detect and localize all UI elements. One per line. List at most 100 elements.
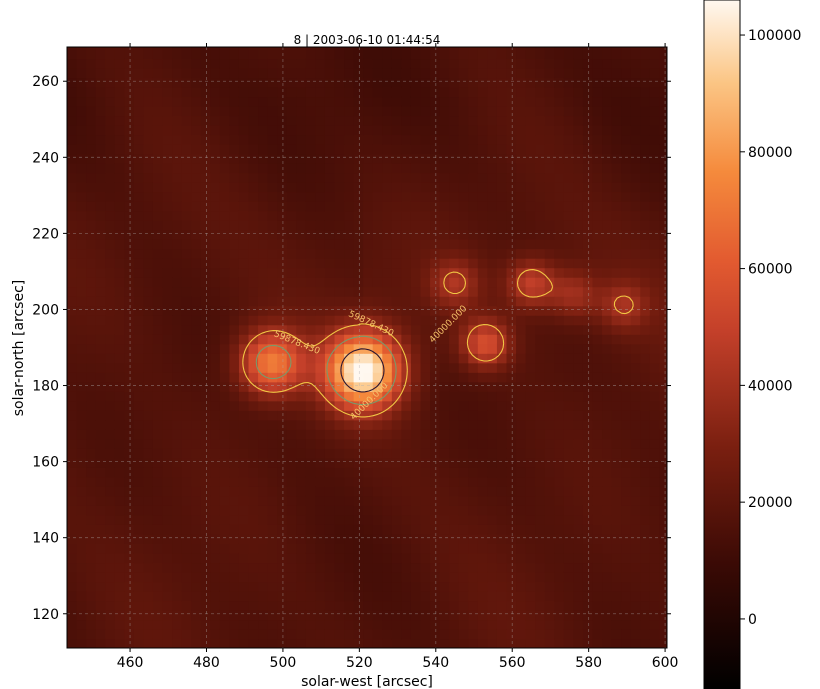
heatmap-cell <box>563 86 574 98</box>
heatmap-cell <box>621 324 632 335</box>
heatmap-cell <box>573 182 584 193</box>
heatmap-cell <box>229 105 240 117</box>
heatmap-cell <box>296 448 307 459</box>
heatmap-cell <box>582 438 594 449</box>
heatmap-cell <box>496 590 508 602</box>
heatmap-cell <box>267 419 278 430</box>
heatmap-cell <box>621 191 632 202</box>
heatmap-cell <box>391 334 402 345</box>
heatmap-cell <box>372 134 383 145</box>
heatmap-cell <box>200 96 211 107</box>
heatmap-cell <box>229 115 240 126</box>
heatmap-cell <box>229 495 240 506</box>
heatmap-cell <box>67 47 78 50</box>
heatmap-cell <box>286 220 297 231</box>
heatmap-cell <box>410 153 422 164</box>
heatmap-cell <box>372 514 383 525</box>
heatmap-cell <box>535 248 546 259</box>
heatmap-cell <box>449 239 460 250</box>
heatmap-cell <box>95 457 106 468</box>
heatmap-cell <box>86 391 97 402</box>
heatmap-cell <box>382 124 393 136</box>
heatmap-cell <box>535 229 546 240</box>
heatmap-cell <box>344 391 355 402</box>
heatmap-cell <box>496 581 508 592</box>
heatmap-cell <box>296 334 307 345</box>
heatmap-cell <box>200 495 211 506</box>
plot-frame <box>66 46 668 649</box>
heatmap-cell <box>114 562 125 573</box>
heatmap-cell <box>133 77 145 88</box>
heatmap-cell <box>525 476 536 487</box>
heatmap-cell <box>372 210 383 221</box>
heatmap-cell <box>602 410 613 421</box>
heatmap-cell <box>372 486 383 497</box>
heatmap-cell <box>86 77 97 88</box>
heatmap-cell <box>420 505 431 516</box>
heatmap-cell <box>430 47 441 50</box>
heatmap-cell <box>114 115 125 126</box>
heatmap-cell <box>611 638 622 648</box>
heatmap-cell <box>210 514 221 525</box>
heatmap-cell <box>172 448 183 459</box>
heatmap-cell <box>191 191 202 202</box>
heatmap-cell <box>649 429 660 440</box>
heatmap-cell <box>143 457 154 468</box>
heatmap-cell <box>391 429 402 440</box>
heatmap-cell <box>133 619 145 630</box>
heatmap-cell <box>420 229 431 240</box>
heatmap-cell <box>267 277 278 288</box>
heatmap-cell <box>124 476 135 487</box>
heatmap-cell <box>487 495 498 506</box>
heatmap-cell <box>114 552 125 564</box>
heatmap-cell <box>315 124 326 136</box>
heatmap-cell <box>554 201 565 212</box>
heatmap-cell <box>563 438 574 449</box>
heatmap-cell <box>353 609 364 621</box>
heatmap-cell <box>353 552 364 564</box>
heatmap-cell <box>468 476 479 487</box>
heatmap-cell <box>191 543 202 554</box>
heatmap-cell <box>105 391 116 402</box>
heatmap-cell <box>76 581 87 592</box>
heatmap-cell <box>114 638 125 648</box>
heatmap-cell <box>363 410 374 421</box>
heatmap-cell <box>582 495 594 506</box>
heatmap-cell <box>535 524 546 535</box>
heatmap-cell <box>516 134 527 145</box>
heatmap-cell <box>114 505 125 516</box>
heatmap-cell <box>324 467 336 478</box>
heatmap-cell <box>277 438 288 449</box>
heatmap-cell <box>554 552 565 564</box>
heatmap-cell <box>162 296 173 307</box>
heatmap-cell <box>535 581 546 592</box>
heatmap-cell <box>258 619 269 630</box>
heatmap-cell <box>124 362 135 373</box>
heatmap-cell <box>248 372 259 383</box>
heatmap-cell <box>334 258 345 269</box>
heatmap-cell <box>152 296 164 307</box>
heatmap-cell <box>152 533 164 544</box>
heatmap-cell <box>86 419 97 430</box>
heatmap-cell <box>535 562 546 573</box>
heatmap-cell <box>544 533 555 544</box>
heatmap-cell <box>286 590 297 602</box>
heatmap-cell <box>191 600 202 611</box>
heatmap-cell <box>458 543 469 554</box>
heatmap-cell <box>143 571 154 583</box>
heatmap-cell <box>458 58 469 69</box>
heatmap-cell <box>410 514 422 525</box>
heatmap-cell <box>477 533 488 544</box>
heatmap-cell <box>76 391 87 402</box>
heatmap-cell <box>124 533 135 544</box>
heatmap-cell <box>458 47 469 50</box>
heatmap-cell <box>248 524 259 535</box>
heatmap-cell <box>535 86 546 98</box>
heatmap-cell <box>582 609 594 621</box>
heatmap-cell <box>516 58 527 69</box>
heatmap-cell <box>621 419 632 430</box>
heatmap-cell <box>344 182 355 193</box>
heatmap-cell <box>67 429 78 440</box>
heatmap-cell <box>420 343 431 354</box>
heatmap-cell <box>124 609 135 621</box>
